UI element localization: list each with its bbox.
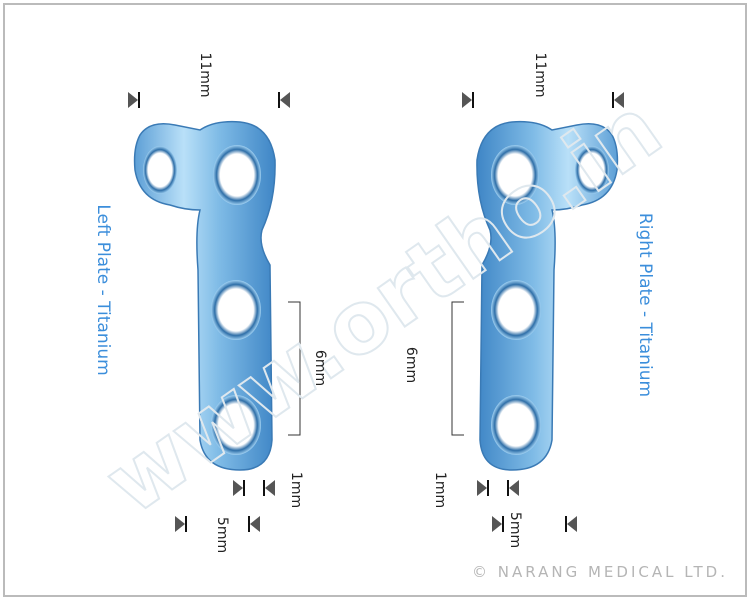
bottom-dimension: 5mm	[214, 517, 230, 553]
copyright: © NARANG MEDICAL LTD.	[472, 563, 728, 581]
middle-dimension: 6mm	[312, 350, 328, 386]
top-dimension: 11mm	[532, 52, 548, 97]
top-dimension: 11mm	[197, 52, 213, 97]
middle-dimension: 6mm	[403, 347, 419, 383]
gap-dimension: 1mm	[432, 472, 448, 508]
gap-dimension: 1mm	[288, 472, 304, 508]
plate-label: Left Plate - Titanium	[93, 204, 113, 375]
bottom-dimension: 5mm	[507, 512, 523, 548]
plate-label: Right Plate - Titanium	[635, 213, 655, 397]
